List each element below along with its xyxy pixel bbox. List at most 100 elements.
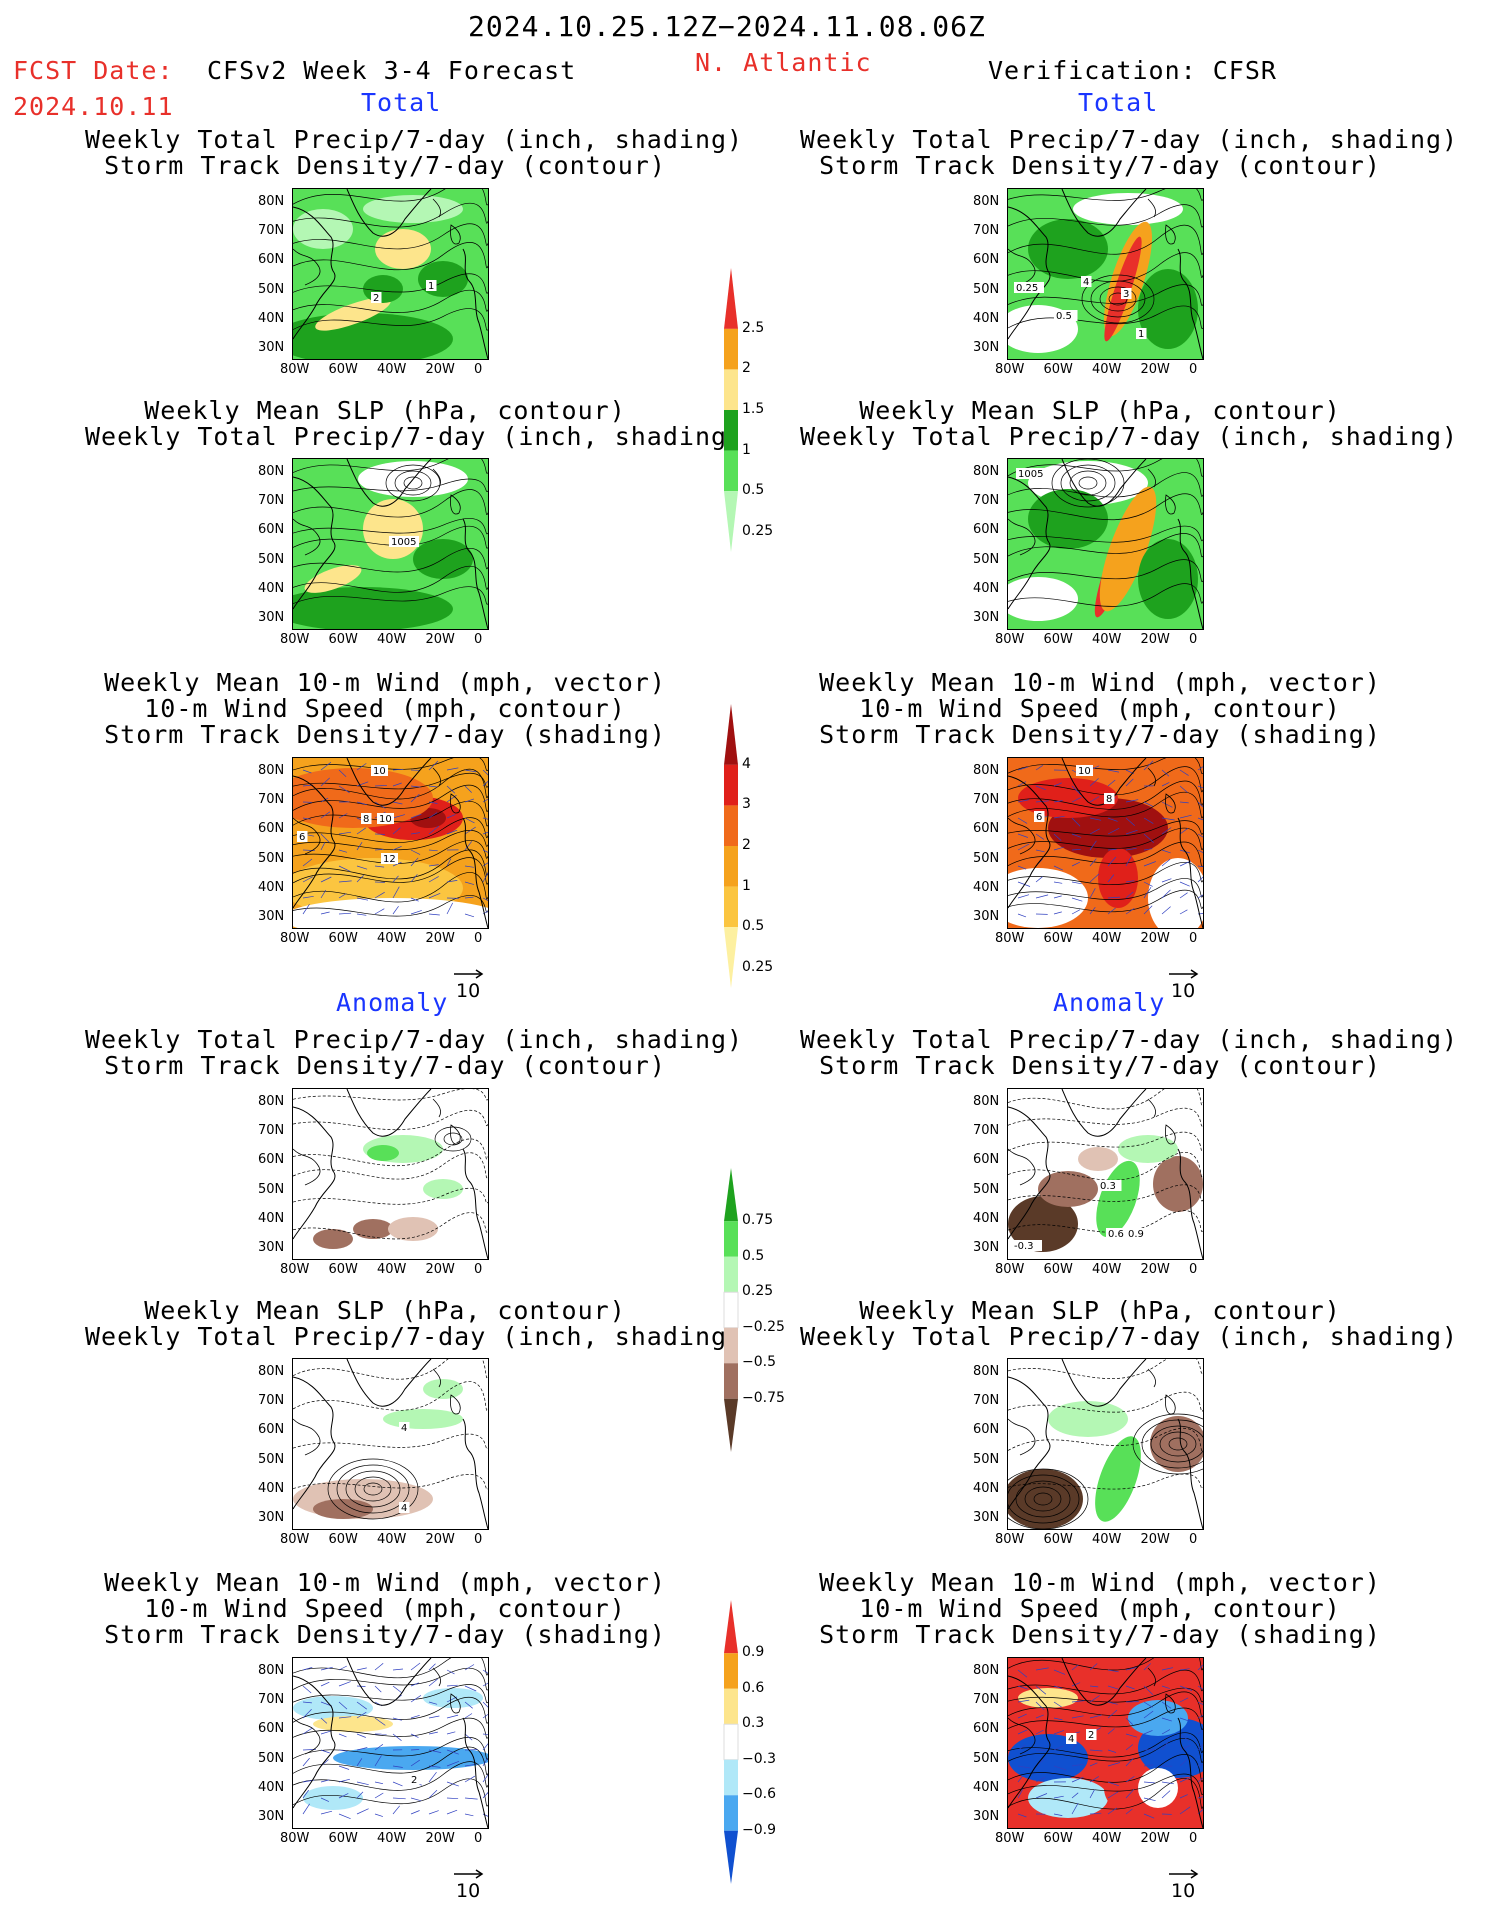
vector-reference-value: 10	[456, 980, 481, 1002]
section-anomaly-forecast: Anomaly	[336, 988, 449, 1017]
panel-title-v-precip-line1: Weekly Total Precip/7-day (inch, shading…	[800, 125, 1459, 154]
lon-tick-label: 80W	[280, 1831, 310, 1846]
panel-title-v-wind-line2: 10-m Wind Speed (mph, contour)	[859, 694, 1341, 723]
panel-title-f-precip_anom-line1: Weekly Total Precip/7-day (inch, shading…	[85, 1025, 744, 1054]
contour-label: 0.5	[1056, 311, 1072, 322]
panel-title-f-slp-line2: Weekly Total Precip/7-day (inch, shading…	[85, 422, 744, 451]
lat-tick-label: 40N	[258, 310, 285, 326]
vector-reference-v-total: 10	[1167, 962, 1201, 1002]
colorbar-tick-label: 2	[742, 837, 751, 853]
colorbar-tick-label: 0.5	[742, 918, 765, 935]
lon-tick-label: 0	[474, 1262, 483, 1277]
lat-tick-label: 30N	[973, 340, 1000, 355]
lat-tick-label: 30N	[258, 610, 285, 625]
lat-tick-label: 60N	[258, 1721, 285, 1737]
map-canvas: 0.25 4 3 0.5 1	[1008, 189, 1203, 359]
lon-tick-label: 40W	[377, 1831, 407, 1846]
colorbar-swatch	[724, 491, 738, 552]
colorbar-swatch	[724, 328, 738, 370]
colorbar-swatch	[724, 1221, 738, 1257]
lat-tick-label: 60N	[258, 1152, 285, 1168]
lon-tick-label: 40W	[1092, 362, 1122, 377]
lat-tick-label: 50N	[973, 281, 1000, 297]
lon-tick-label: 80W	[280, 632, 310, 647]
lon-tick-label: 0	[1189, 931, 1198, 946]
lat-tick-label: 30N	[973, 1510, 1000, 1525]
lon-tick-label: 0	[474, 632, 483, 647]
lon-tick-label: 20W	[1140, 1831, 1170, 1846]
lat-tick-label: 50N	[973, 1451, 1000, 1467]
colorbar-swatch	[724, 1795, 738, 1831]
colorbar-swatch	[724, 450, 738, 492]
map-canvas	[293, 1089, 488, 1259]
map-v-slp_anom	[1007, 1358, 1204, 1530]
lat-tick-label: 40N	[973, 1480, 1000, 1496]
colorbar-swatch	[724, 268, 738, 329]
section-total-forecast: Total	[361, 88, 442, 117]
colorbar-tick-label: −0.5	[742, 1354, 776, 1371]
colorbar-swatch	[724, 1759, 738, 1796]
lat-tick-label: 80N	[973, 1094, 1000, 1109]
lat-tick-label: 80N	[258, 1663, 285, 1678]
contour-label: 2	[1088, 1730, 1094, 1741]
colorbar-swatch	[724, 805, 738, 846]
lat-tick-label: 40N	[973, 310, 1000, 326]
contour-label: 1	[1138, 329, 1144, 340]
colorbar-tick-label: 0.9	[742, 1644, 765, 1661]
lat-tick-label: 70N	[258, 223, 285, 239]
map-canvas: 21	[293, 189, 488, 359]
lat-tick-label: 70N	[258, 493, 285, 509]
map-canvas: 0.3 -0.3 0.6 0.9	[1008, 1089, 1203, 1259]
contour-label: 0.6	[1108, 1229, 1124, 1240]
lat-tick-label: 80N	[258, 194, 285, 209]
colorbar-tick-label: 0.75	[742, 1212, 774, 1229]
vector-reference-value: 10	[1171, 1880, 1196, 1902]
lat-tick-label: 80N	[973, 763, 1000, 778]
lon-tick-label: 20W	[425, 1532, 455, 1547]
lon-tick-label: 60W	[328, 931, 358, 946]
lat-tick-label: 50N	[258, 281, 285, 297]
lat-tick-label: 50N	[973, 1181, 1000, 1197]
lon-tick-label: 20W	[1140, 1262, 1170, 1277]
colorbar-tick-label: −0.6	[742, 1786, 776, 1803]
lon-tick-label: 40W	[1092, 1831, 1122, 1846]
lon-tick-label: 20W	[1140, 931, 1170, 946]
colorbar-swatch	[724, 1168, 738, 1222]
lat-tick-label: 70N	[258, 1393, 285, 1409]
panel-title-f-slp_anom-line2: Weekly Total Precip/7-day (inch, shading…	[85, 1322, 744, 1351]
colorbar-tick-label: 3	[742, 796, 751, 813]
lon-tick-label: 20W	[425, 632, 455, 647]
panel-title-f-precip-line1: Weekly Total Precip/7-day (inch, shading…	[85, 125, 744, 154]
lon-tick-label: 20W	[425, 931, 455, 946]
panel-title-v-precip-line2: Storm Track Density/7-day (contour)	[819, 151, 1381, 180]
lon-tick-label: 40W	[377, 1532, 407, 1547]
contour-label: 10	[1078, 766, 1091, 777]
contour-label: 2	[411, 1775, 417, 1786]
vector-reference-v-anom: 10	[1167, 1862, 1201, 1902]
lat-tick-label: 80N	[258, 464, 285, 479]
colorbar-swatch	[724, 369, 738, 410]
panel-title-v-wind-line3: Storm Track Density/7-day (shading)	[819, 720, 1381, 749]
vector-reference-f-total: 10	[452, 962, 486, 1002]
lon-tick-label: 60W	[1043, 632, 1073, 647]
lon-tick-label: 0	[1189, 632, 1198, 647]
lon-tick-label: 60W	[328, 1262, 358, 1277]
contour-label: 8	[363, 814, 369, 825]
lat-tick-label: 80N	[973, 194, 1000, 209]
lat-tick-label: 60N	[258, 1422, 285, 1438]
contour-label: 4	[401, 1423, 407, 1434]
colorbar-swatch	[724, 704, 738, 765]
contour-label: 6	[299, 832, 305, 843]
colorbar-tick-label: 2.5	[742, 319, 765, 336]
contour-label: 1005	[391, 537, 416, 548]
contour-label: 4	[1068, 1734, 1074, 1745]
lon-tick-label: 60W	[1043, 1831, 1073, 1846]
lon-tick-label: 60W	[1043, 1262, 1073, 1277]
lat-tick-label: 70N	[973, 1393, 1000, 1409]
panel-title-v-slp-line1: Weekly Mean SLP (hPa, contour)	[859, 396, 1341, 425]
map-f-precip_anom	[292, 1088, 489, 1260]
lon-tick-label: 60W	[328, 1532, 358, 1547]
colorbar-precip-anomaly	[723, 1168, 739, 1452]
